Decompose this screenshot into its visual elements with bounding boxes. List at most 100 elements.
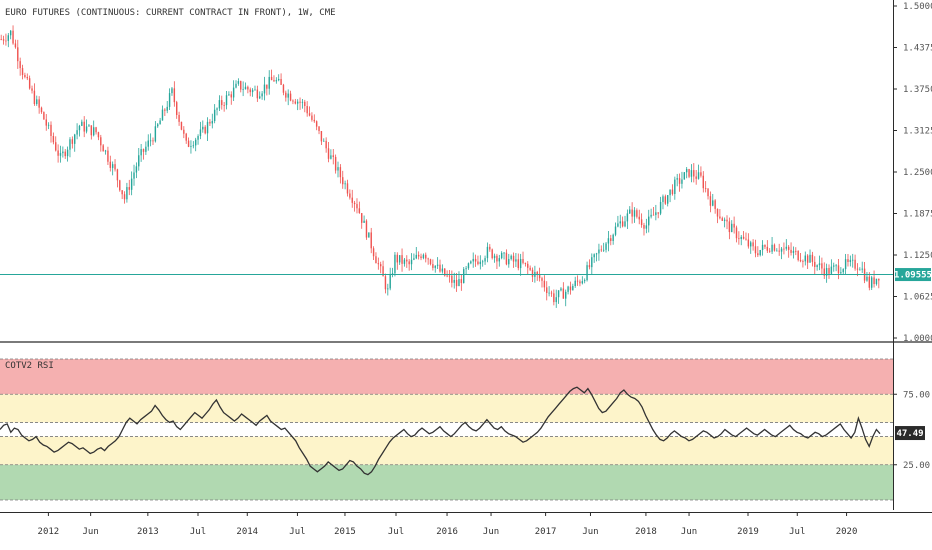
candle-body bbox=[266, 84, 268, 89]
candle-body bbox=[14, 43, 17, 48]
candle-body bbox=[320, 130, 323, 142]
price-axis[interactable]: 1.50000 1.43750 1.37500 1.31250 1.25000 1.187… bbox=[893, 2, 932, 344]
candle-body bbox=[828, 268, 830, 274]
candle-body bbox=[168, 93, 171, 107]
candle-body bbox=[565, 291, 567, 299]
candle-body bbox=[550, 292, 553, 294]
candle-body bbox=[591, 257, 593, 268]
price-tick-label: 1.18750 bbox=[903, 210, 932, 220]
candle-body bbox=[657, 212, 659, 214]
candle-body bbox=[553, 293, 555, 303]
candle-body bbox=[422, 254, 425, 259]
price-tick-label: 1.12500 bbox=[903, 251, 932, 261]
candle-body bbox=[792, 250, 795, 253]
candle-body bbox=[230, 94, 232, 98]
candle-body bbox=[496, 255, 498, 262]
candle-body bbox=[323, 140, 325, 142]
candle-body bbox=[206, 121, 209, 134]
candle-body bbox=[161, 109, 164, 121]
candle-body bbox=[465, 268, 467, 270]
candle-body bbox=[379, 264, 382, 267]
candle-body bbox=[481, 261, 484, 263]
candle-body bbox=[40, 107, 43, 113]
candle-body bbox=[569, 286, 572, 291]
price-pane[interactable] bbox=[0, 0, 893, 341]
candle-body bbox=[164, 109, 166, 111]
candle-body bbox=[818, 263, 821, 266]
candle-body bbox=[123, 194, 126, 200]
candle-body bbox=[102, 145, 104, 152]
candle-body bbox=[783, 248, 785, 250]
candle-body bbox=[171, 88, 173, 94]
rsi-tick-label: 25.00 bbox=[903, 461, 930, 471]
candle-body bbox=[296, 101, 299, 104]
candle-body bbox=[787, 246, 790, 250]
candle-body bbox=[697, 172, 700, 179]
candle-body bbox=[702, 175, 704, 189]
candle-body bbox=[270, 76, 273, 81]
time-axis[interactable]: 2012 Jun 2013 Jul 2014 Jul 2015 Jul 2016 Jun 2017 J… bbox=[38, 512, 858, 537]
candle-body bbox=[325, 140, 327, 149]
candle-body bbox=[256, 89, 259, 99]
candle-body bbox=[759, 249, 761, 256]
candle-body bbox=[517, 259, 519, 269]
candle-body bbox=[349, 193, 351, 198]
candle-body bbox=[403, 259, 406, 264]
candle-body bbox=[406, 259, 408, 262]
candle-body bbox=[873, 277, 875, 285]
candle-body bbox=[531, 269, 534, 277]
candle-body bbox=[166, 106, 168, 111]
candle-body bbox=[474, 258, 477, 262]
candle-body bbox=[659, 201, 662, 214]
candle-body bbox=[470, 261, 472, 264]
candle-body bbox=[69, 139, 71, 150]
candle-body bbox=[790, 249, 792, 253]
candle-body bbox=[455, 279, 458, 287]
candle-body bbox=[204, 126, 206, 134]
candle-body bbox=[467, 263, 470, 269]
candle-body bbox=[861, 268, 863, 270]
candle-body bbox=[152, 140, 154, 142]
candle-body bbox=[261, 93, 263, 97]
candle-body bbox=[38, 99, 40, 108]
rsi-axis[interactable]: 75.00 25.00 bbox=[893, 390, 930, 471]
time-tick-label: 2020 bbox=[836, 527, 858, 537]
price-tick-label: 1.25000 bbox=[903, 168, 932, 178]
candle-body bbox=[458, 279, 460, 287]
time-tick-label: 2018 bbox=[635, 527, 657, 537]
candle-body bbox=[602, 249, 605, 251]
candle-body bbox=[183, 129, 185, 134]
candle-body bbox=[771, 244, 773, 252]
candle-body bbox=[840, 272, 842, 274]
candle-body bbox=[147, 140, 149, 147]
candle-body bbox=[31, 88, 33, 91]
candle-body bbox=[346, 183, 349, 194]
candle-body bbox=[719, 216, 721, 219]
candle-body bbox=[157, 124, 159, 127]
candle-body bbox=[306, 106, 308, 114]
candle-body bbox=[187, 140, 190, 147]
candle-body bbox=[842, 269, 844, 273]
candle-body bbox=[802, 261, 804, 262]
candle-body bbox=[733, 223, 735, 228]
candle-body bbox=[446, 275, 448, 277]
candle-body bbox=[695, 176, 697, 179]
candle-body bbox=[750, 242, 752, 247]
candle-body bbox=[74, 134, 76, 144]
candle-body bbox=[259, 96, 261, 99]
candle-body bbox=[731, 223, 733, 233]
candle-body bbox=[97, 132, 100, 138]
candle-body bbox=[852, 259, 854, 261]
candle-body bbox=[242, 89, 244, 90]
candle-body bbox=[650, 214, 652, 217]
price-tick-label: 1.31250 bbox=[903, 127, 932, 137]
candle-body bbox=[742, 236, 745, 239]
candle-body bbox=[142, 149, 145, 152]
candle-body bbox=[154, 126, 157, 142]
candle-body bbox=[752, 242, 754, 247]
candle-body bbox=[624, 221, 626, 227]
candle-body bbox=[85, 126, 88, 132]
candle-body bbox=[389, 274, 391, 289]
rsi-band-oversold bbox=[0, 464, 893, 500]
time-tick-label: 2013 bbox=[137, 527, 159, 537]
